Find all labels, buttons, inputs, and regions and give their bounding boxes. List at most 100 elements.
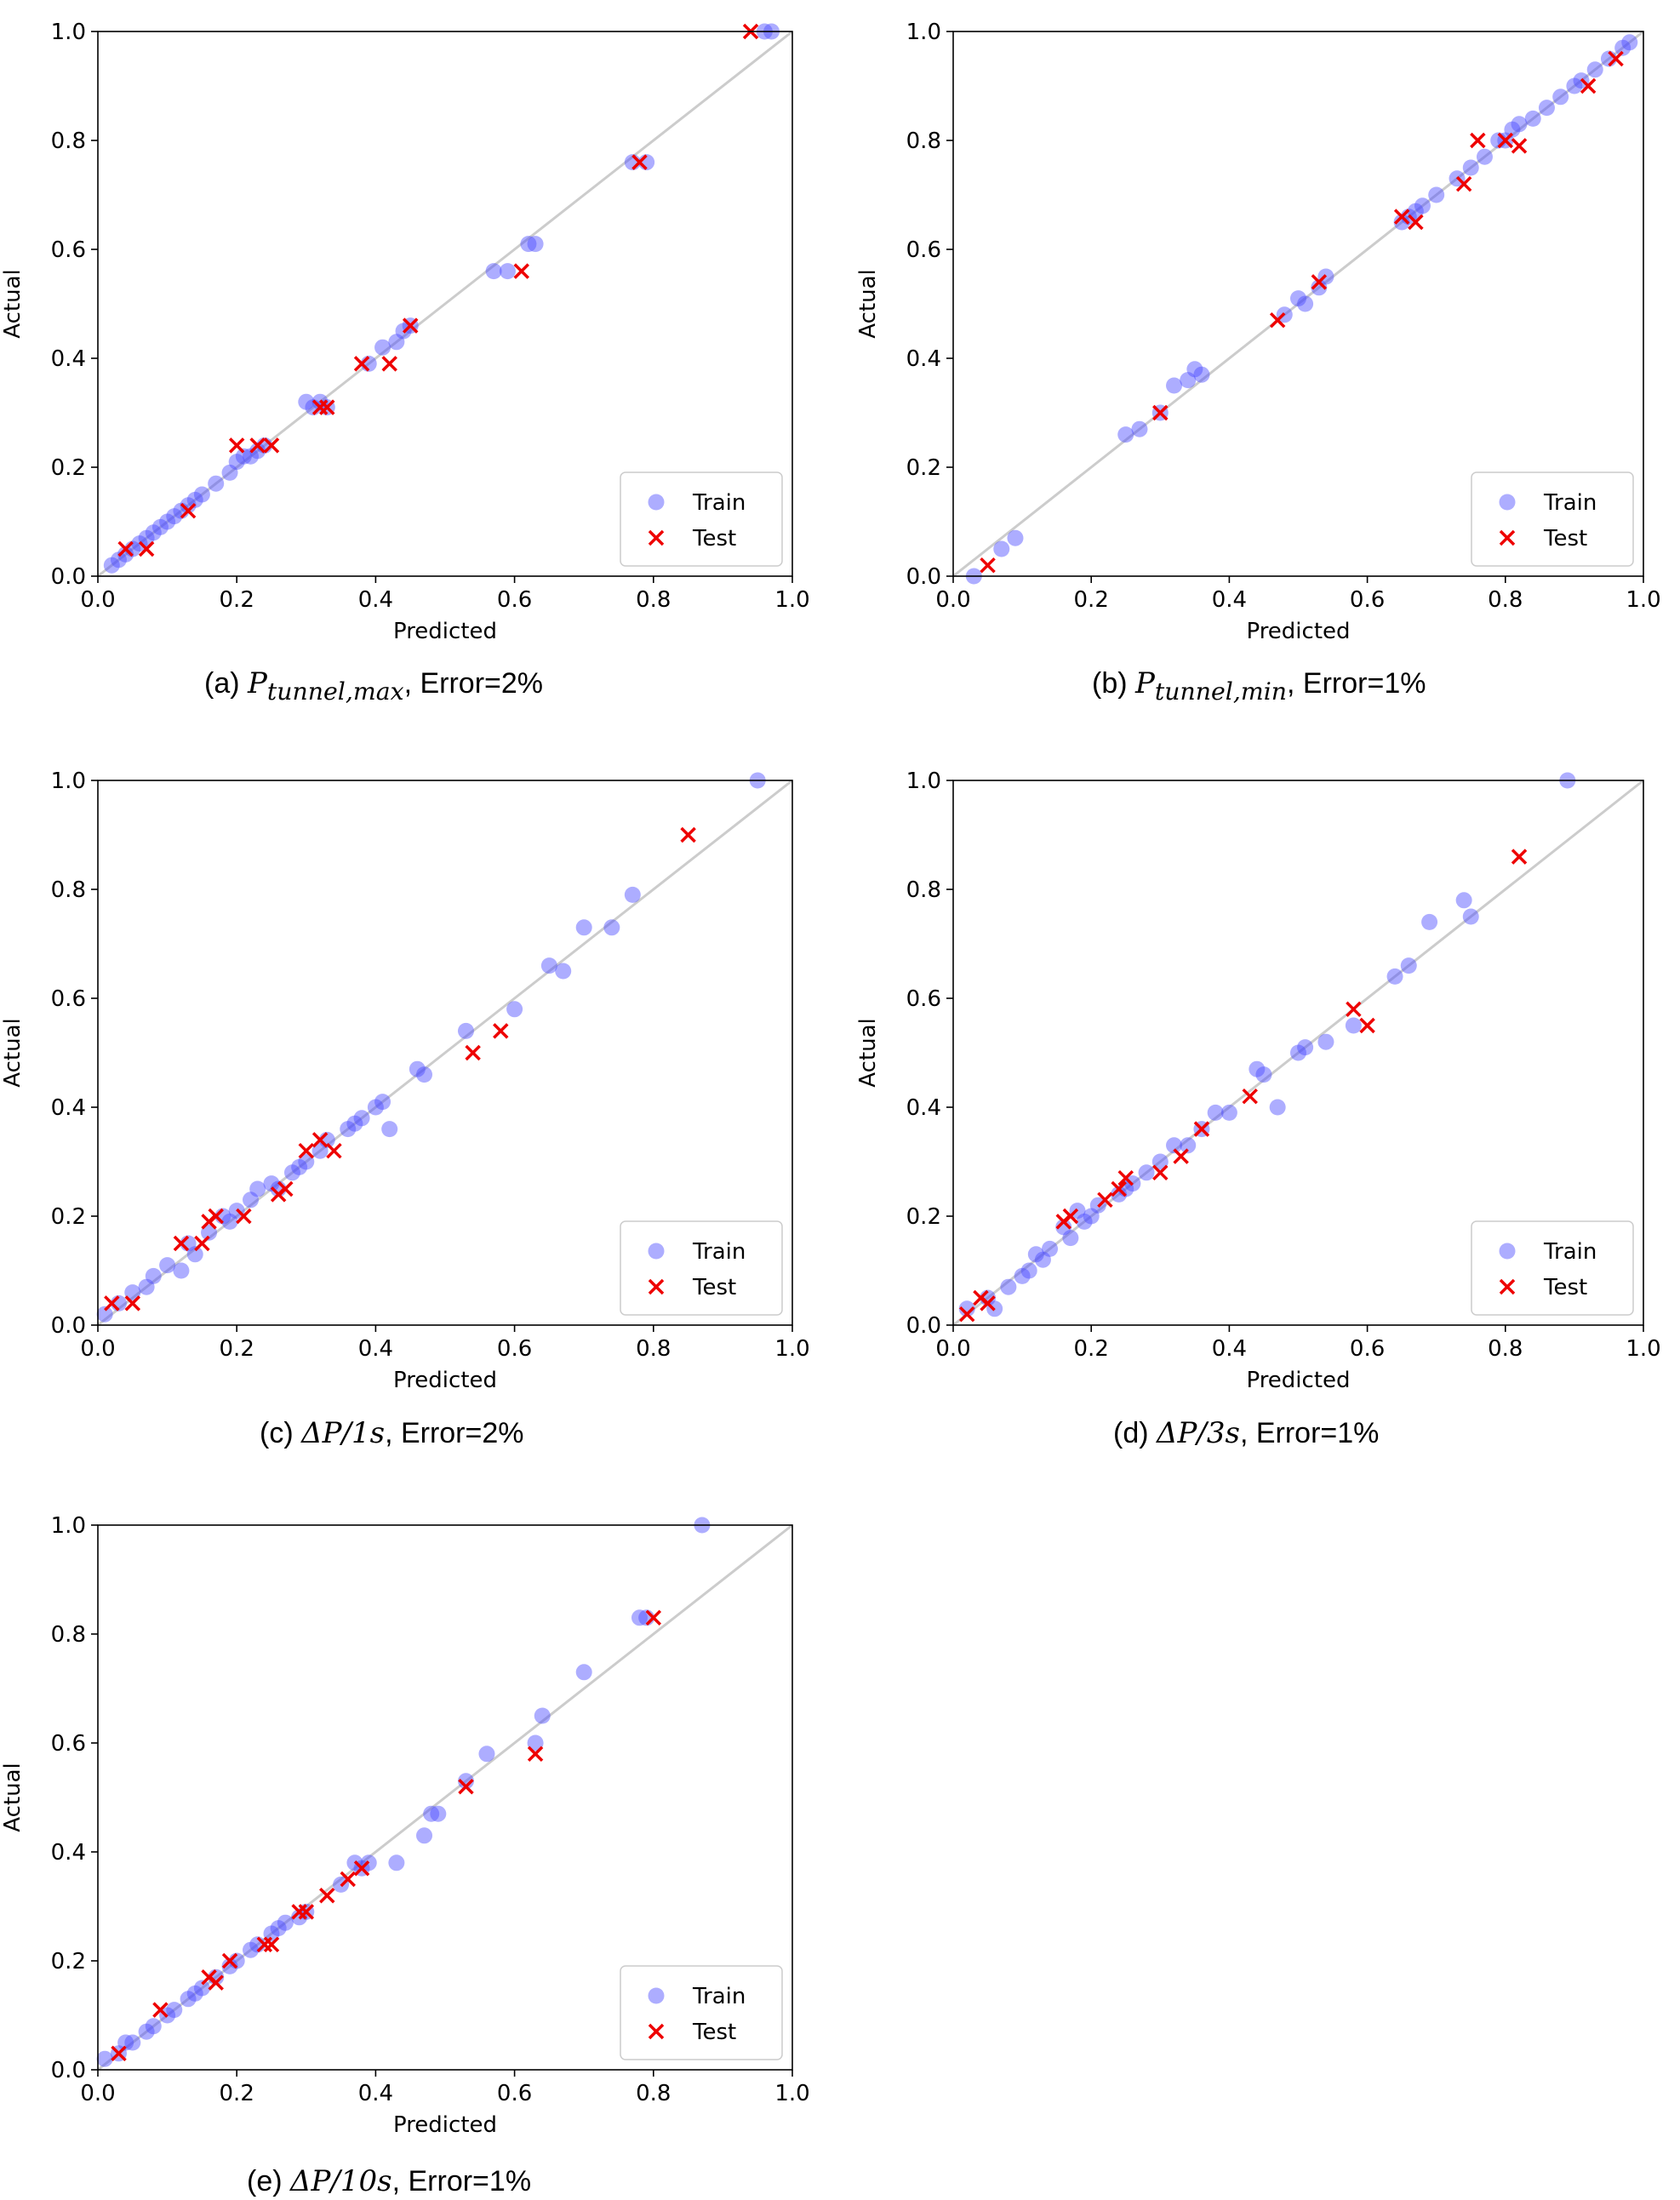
y-tick-label: 0.4 [51,346,86,372]
train-point [1386,968,1403,985]
train-point [201,1224,218,1241]
test-point [256,1936,273,1953]
x-tick-label: 1.0 [1626,587,1660,613]
test-point [221,1952,238,1969]
train-point [534,1707,551,1724]
caption-prefix: (a) [204,667,248,700]
x-tick-label: 0.0 [935,1336,970,1362]
train-series [96,1517,711,2067]
test-point [263,437,280,454]
test-point [340,1871,356,1888]
train-point [277,1914,294,1931]
y-tick-label: 0.4 [51,1840,86,1866]
train-point [221,1213,238,1230]
x-axis-label: Predicted [393,619,497,644]
train-point [1476,148,1493,165]
legend-box [1471,1220,1634,1316]
train-point [1062,1230,1079,1247]
legend-test-label: Test [692,2020,736,2045]
caption-math: ΔP/10s [290,2164,392,2198]
y-tick-label: 0.4 [906,1095,941,1121]
axes-frame [97,1524,793,2071]
train-point [145,524,162,541]
caption-math-sub: tunnel,max [266,677,404,706]
legend-test-marker [648,2023,665,2040]
test-point [263,1936,280,1953]
test-point [104,1295,120,1311]
train-point [1042,1240,1059,1257]
train-point [527,1734,544,1751]
legend-train-marker [1499,494,1516,511]
test-point [1408,214,1424,231]
train-point [1414,197,1431,214]
diagonal-reference-line [97,779,793,1327]
test-point [1173,1148,1189,1164]
train-point [485,263,502,280]
train-point [1524,110,1541,127]
caption-math: ΔP/1s [301,1416,386,1450]
train-point [228,454,245,471]
train-point [193,486,210,503]
legend-test-marker [648,1278,665,1295]
train-point [291,1158,308,1175]
train-point [1180,372,1197,389]
train-point [180,1991,197,2008]
train-point [1428,186,1445,203]
x-tick-label: 0.6 [497,587,532,613]
x-tick-label: 0.6 [1350,587,1385,613]
train-point [1311,279,1328,296]
y-tick-label: 0.6 [51,1731,86,1757]
train-point [249,1180,266,1197]
train-point [124,1284,141,1301]
train-point [1552,89,1569,106]
legend-test-marker [1499,1278,1516,1295]
train-point [457,1773,474,1790]
train-point [367,1099,384,1116]
y-tick-label: 0.2 [51,1204,86,1230]
test-point [291,1904,307,1920]
test-point [1580,77,1597,94]
train-point [1255,1066,1272,1083]
train-point [186,1985,203,2002]
train-point [235,448,252,465]
y-axis-label: Actual [0,269,26,338]
x-axis-label: Predicted [1246,619,1350,644]
train-point [138,529,155,546]
train-point [1007,529,1024,546]
y-tick-label: 0.2 [906,455,941,481]
train-point [208,475,225,492]
train-point [603,919,620,936]
y-tick-label: 0.0 [51,564,86,590]
train-point [270,1920,287,1937]
test-series [104,826,696,1311]
caption-error: , Error=1% [391,2165,532,2197]
test-point [236,1208,252,1225]
test-point [1311,274,1328,290]
y-tick-label: 0.4 [906,346,941,372]
chart-d: 0.0 0.2 0.4 0.6 0.8 1.0 0.0 0.2 0.4 0.6 0.8 1.0 Pred… [855,769,1661,1393]
y-axis-label: Actual [855,269,881,338]
legend-train-label: Train [1543,1239,1597,1265]
axes-frame [952,780,1644,1326]
test-point [1269,311,1286,329]
x-tick-label: 0.2 [220,1336,254,1362]
train-point [346,1115,363,1132]
test-point [1393,209,1410,225]
caption-math-sub: tunnel,min [1154,677,1288,706]
train-point [993,540,1010,557]
test-point [458,1778,474,1795]
train-point [575,1664,592,1681]
train-point [388,334,405,351]
train-point [374,339,391,356]
axes-frame [952,31,1644,577]
train-point [1290,1044,1306,1061]
train-point [1297,1039,1314,1056]
x-tick-label: 1.0 [774,587,809,613]
caption-e: (e) ΔP/10s, Error=1% [247,2164,531,2198]
train-point [1166,377,1183,394]
y-tick-label: 0.0 [906,564,941,590]
train-point [631,1609,648,1626]
test-point [228,437,245,454]
train-point [96,2050,113,2067]
train-point [520,236,537,253]
